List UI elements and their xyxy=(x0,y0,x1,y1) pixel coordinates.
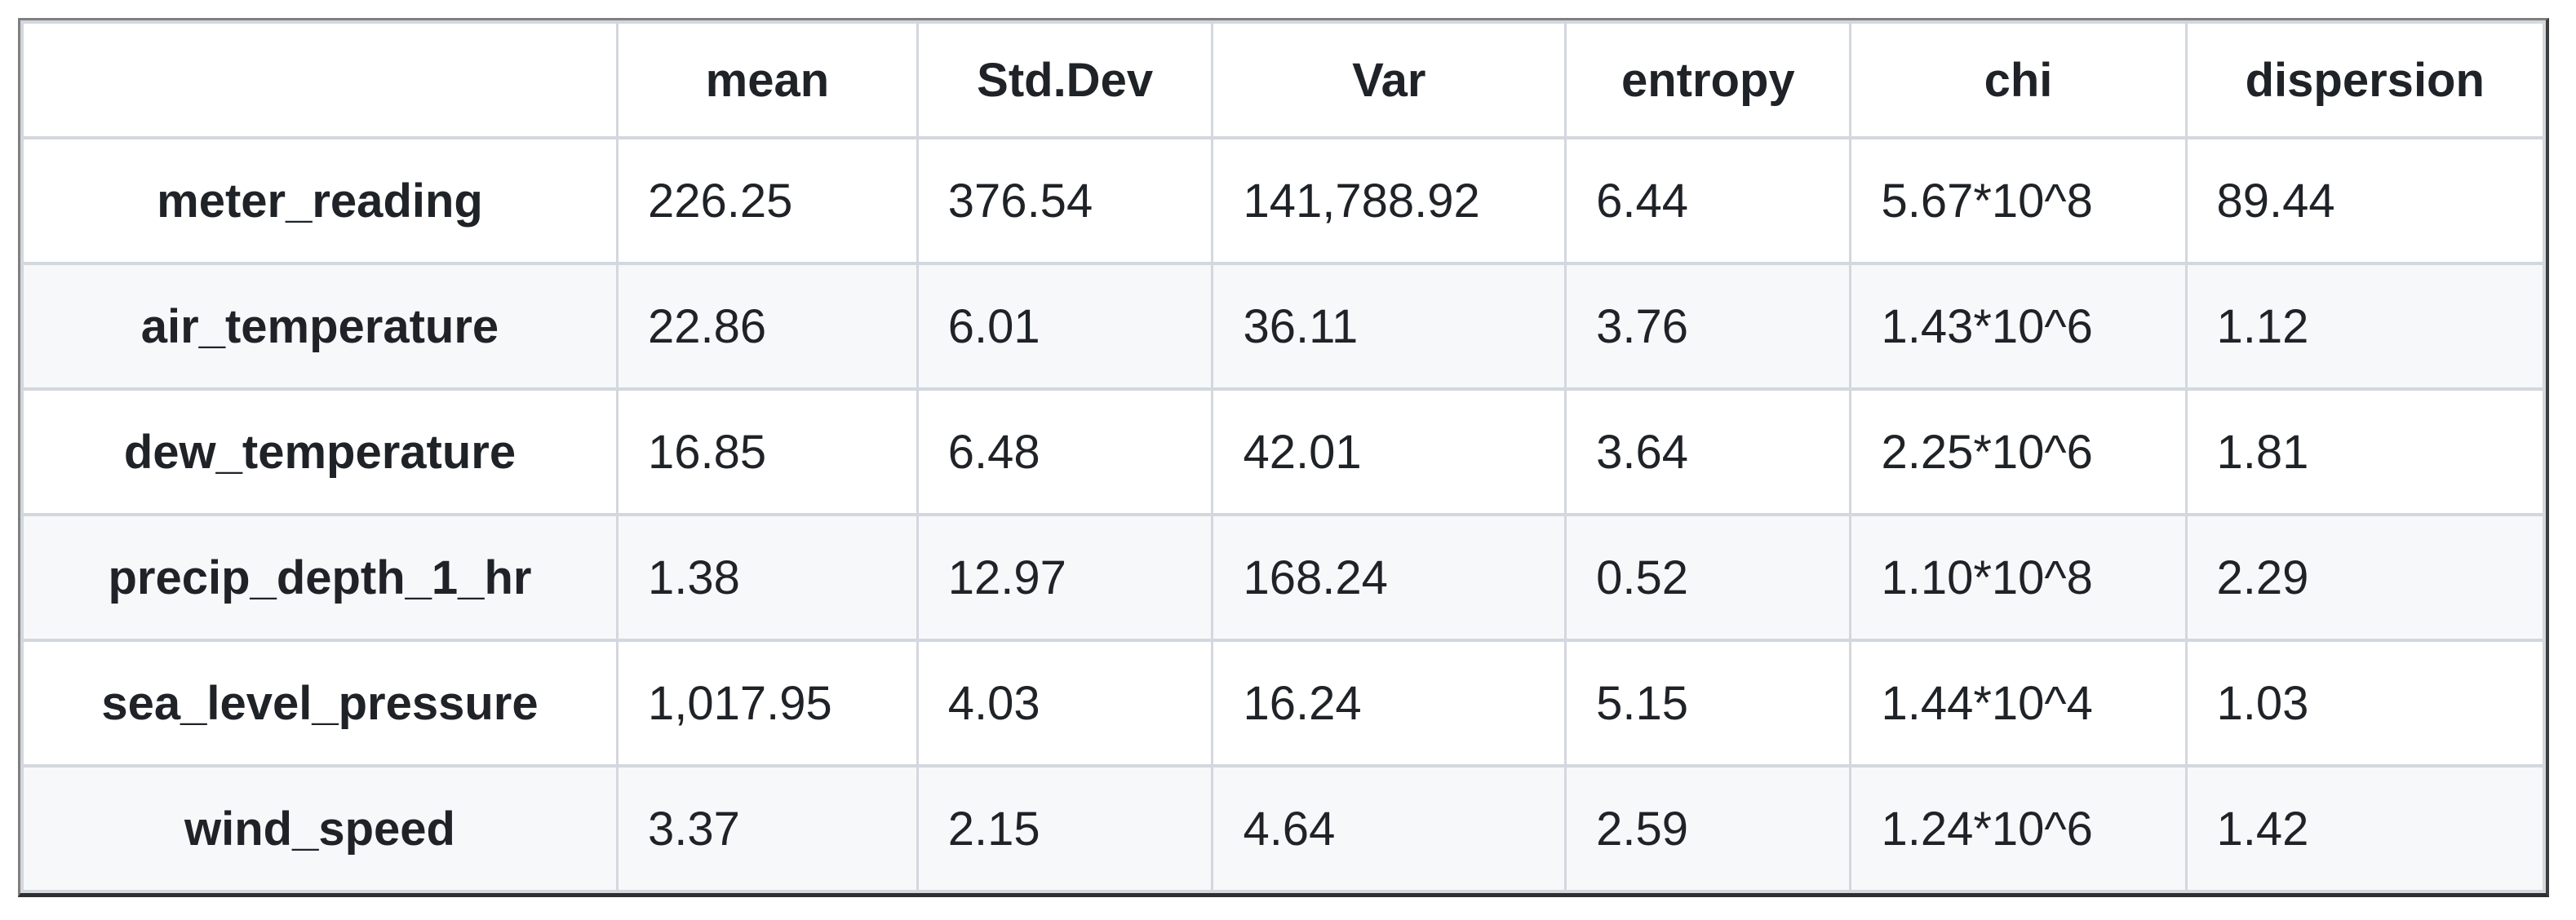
cell-stddev: 6.01 xyxy=(916,262,1214,391)
col-header-entropy: entropy xyxy=(1564,20,1852,139)
col-header-mean: mean xyxy=(615,20,919,139)
table-row-wind-speed: wind_speed 3.37 2.15 4.64 2.59 1.24*10^6… xyxy=(20,764,2546,893)
cell-mean: 3.37 xyxy=(615,764,919,893)
cell-chi: 1.44*10^4 xyxy=(1849,639,2188,767)
cell-entropy: 6.44 xyxy=(1564,136,1852,265)
cell-mean: 22.86 xyxy=(615,262,919,391)
cell-mean: 16.85 xyxy=(615,387,919,516)
cell-var: 16.24 xyxy=(1211,639,1567,767)
cell-var: 36.11 xyxy=(1211,262,1567,391)
cell-chi: 5.67*10^8 xyxy=(1849,136,2188,265)
cell-dispersion: 1.81 xyxy=(2184,387,2546,516)
cell-entropy: 5.15 xyxy=(1564,639,1852,767)
table-row-air-temperature: air_temperature 22.86 6.01 36.11 3.76 1.… xyxy=(20,262,2546,391)
table-row-precip-depth-1-hr: precip_depth_1_hr 1.38 12.97 168.24 0.52… xyxy=(20,513,2546,642)
table-row-sea-level-pressure: sea_level_pressure 1,017.95 4.03 16.24 5… xyxy=(20,639,2546,767)
cell-entropy: 3.64 xyxy=(1564,387,1852,516)
cell-var: 141,788.92 xyxy=(1211,136,1567,265)
cell-mean: 1,017.95 xyxy=(615,639,919,767)
cell-chi: 1.10*10^8 xyxy=(1849,513,2188,642)
col-header-var: Var xyxy=(1211,20,1567,139)
header-row: mean Std.Dev Var entropy chi dispersion xyxy=(20,20,2546,139)
cell-chi: 1.24*10^6 xyxy=(1849,764,2188,893)
col-header-blank xyxy=(20,20,619,139)
col-header-dispersion: dispersion xyxy=(2184,20,2546,139)
cell-chi: 2.25*10^6 xyxy=(1849,387,2188,516)
table-frame: mean Std.Dev Var entropy chi dispersion … xyxy=(18,18,2549,897)
cell-stddev: 376.54 xyxy=(916,136,1214,265)
cell-dispersion: 1.42 xyxy=(2184,764,2546,893)
row-label: air_temperature xyxy=(20,262,619,391)
row-label: meter_reading xyxy=(20,136,619,265)
cell-var: 42.01 xyxy=(1211,387,1567,516)
cell-dispersion: 89.44 xyxy=(2184,136,2546,265)
cell-var: 168.24 xyxy=(1211,513,1567,642)
cell-stddev: 2.15 xyxy=(916,764,1214,893)
cell-mean: 226.25 xyxy=(615,136,919,265)
cell-dispersion: 2.29 xyxy=(2184,513,2546,642)
row-label: sea_level_pressure xyxy=(20,639,619,767)
row-label: dew_temperature xyxy=(20,387,619,516)
cell-entropy: 3.76 xyxy=(1564,262,1852,391)
table-row-meter-reading: meter_reading 226.25 376.54 141,788.92 6… xyxy=(20,136,2546,265)
cell-entropy: 2.59 xyxy=(1564,764,1852,893)
cell-chi: 1.43*10^6 xyxy=(1849,262,2188,391)
row-label: wind_speed xyxy=(20,764,619,893)
statistics-table: mean Std.Dev Var entropy chi dispersion … xyxy=(20,20,2546,893)
table-row-dew-temperature: dew_temperature 16.85 6.48 42.01 3.64 2.… xyxy=(20,387,2546,516)
cell-mean: 1.38 xyxy=(615,513,919,642)
cell-dispersion: 1.12 xyxy=(2184,262,2546,391)
cell-stddev: 4.03 xyxy=(916,639,1214,767)
row-label: precip_depth_1_hr xyxy=(20,513,619,642)
cell-dispersion: 1.03 xyxy=(2184,639,2546,767)
cell-stddev: 6.48 xyxy=(916,387,1214,516)
col-header-stddev: Std.Dev xyxy=(916,20,1214,139)
cell-stddev: 12.97 xyxy=(916,513,1214,642)
cell-entropy: 0.52 xyxy=(1564,513,1852,642)
cell-var: 4.64 xyxy=(1211,764,1567,893)
col-header-chi: chi xyxy=(1849,20,2188,139)
